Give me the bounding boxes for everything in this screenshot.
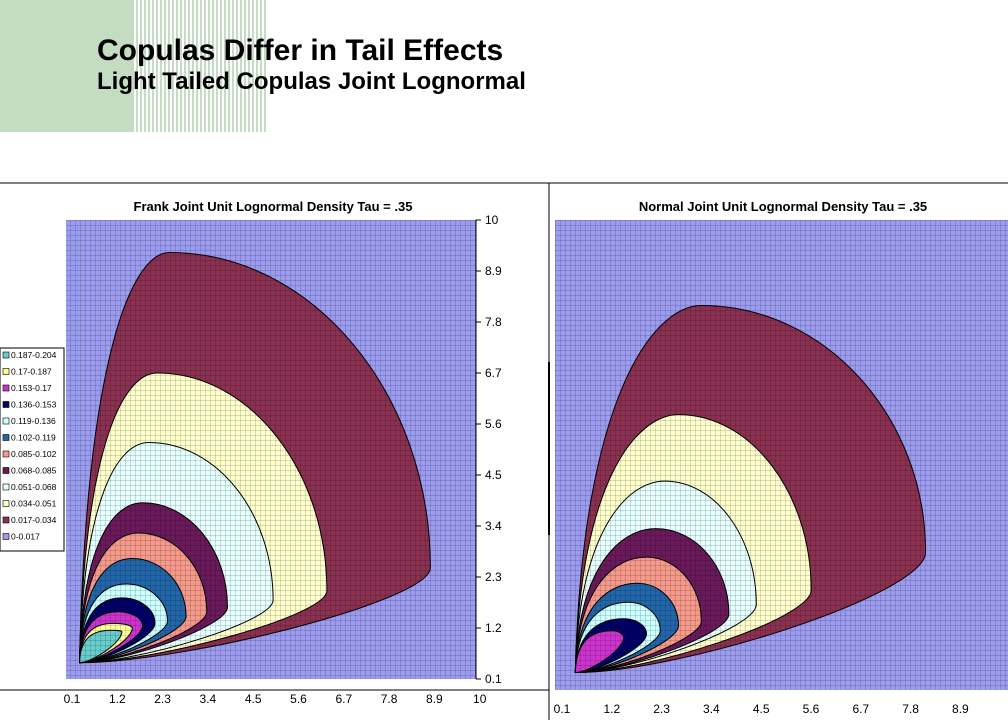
chart-a-y-tick-label: 3.4 — [485, 519, 502, 533]
chart-b-x-tick-label: 2.3 — [653, 702, 670, 716]
legend-label: 0.102-0.119 — [11, 433, 56, 443]
legend-label: 0.153-0.17 — [11, 383, 52, 393]
legend-swatch — [2, 401, 10, 408]
chart-a-x-tick-label: 8.9 — [426, 692, 443, 706]
legend-box — [0, 347, 65, 552]
legend-swatch — [2, 500, 10, 507]
legend-label: 0.051-0.068 — [11, 482, 57, 492]
chart-b-grid — [555, 220, 1008, 690]
chart-a-y-tick-label: 4.5 — [485, 468, 502, 482]
legend-swatch — [2, 516, 10, 524]
chart-a-y-tick-label: 5.6 — [485, 417, 502, 431]
legend-label: 0.187-0.204 — [11, 350, 57, 360]
legend-swatch — [2, 483, 10, 491]
chart-b-x-tick-label: 1.2 — [603, 702, 620, 716]
chart-a-y-tick-label: 2.3 — [485, 570, 502, 584]
slide-title-block: Copulas Differ in Tail Effects Light Tai… — [97, 34, 526, 96]
legend-label: 0.119-0.136 — [11, 416, 56, 426]
chart-a-x-tick-label: 1.2 — [109, 692, 126, 706]
legend-label: 0.085-0.102 — [11, 449, 57, 459]
legend-swatch — [2, 368, 10, 375]
legend-label: 0-0.017 — [11, 532, 40, 542]
chart-b-x-tick-label: 8.9 — [952, 702, 969, 716]
legend-swatch — [2, 384, 10, 392]
chart-a-y-tick-label: 7.8 — [485, 315, 502, 329]
chart-b-x-tick-label: 0.1 — [554, 702, 571, 716]
chart-a-x-tick-label: 2.3 — [154, 692, 171, 706]
legend-swatch — [2, 450, 10, 458]
legend-label: 0.034-0.051 — [11, 499, 57, 509]
chart-a-x-tick-label: 10 — [473, 692, 487, 706]
chart-a-x-tick-label: 6.7 — [335, 692, 352, 706]
legend-swatch — [2, 434, 10, 441]
decorative-green-block — [0, 0, 132, 132]
chart-a-y-tick-label: 0.1 — [485, 672, 502, 686]
chart-a-title: Frank Joint Unit Lognormal Density Tau =… — [134, 199, 413, 214]
chart-a-x-tick-label: 5.6 — [290, 692, 307, 706]
slide-title: Copulas Differ in Tail Effects — [97, 34, 504, 67]
chart-a-plot-area — [66, 220, 476, 679]
legend-label: 0.17-0.187 — [11, 367, 52, 377]
legend-swatch — [2, 467, 10, 474]
chart-a-y-tick-label: 10 — [485, 213, 499, 227]
chart-b-x-tick-label: 5.6 — [803, 702, 820, 716]
chart-b-x-tick-label: 7.8 — [902, 702, 919, 716]
chart-a-grid — [66, 220, 476, 679]
chart-b-x-tick-label: 6.7 — [852, 702, 869, 716]
legend-label: 0.136-0.153 — [11, 400, 57, 410]
legend-label: 0.068-0.085 — [11, 466, 57, 476]
chart-b-plot-area — [555, 220, 1008, 690]
chart-a-y-tick-label: 8.9 — [485, 264, 502, 278]
legend-label: 0.017-0.034 — [11, 515, 57, 525]
chart-a-y-tick-label: 1.2 — [485, 621, 502, 635]
chart-b-title: Normal Joint Unit Lognormal Density Tau … — [639, 199, 927, 214]
chart-a-legend: 0.187-0.204 0.17-0.187 0.153-0.17 0.136-0.1… — [0, 347, 65, 552]
slide-subtitle: Light Tailed Copulas Joint Lognormal — [97, 68, 526, 95]
chart-a-x-tick-label: 0.1 — [64, 692, 81, 706]
chart-a-x-tick-label: 7.8 — [381, 692, 398, 706]
chart-b-x-tick-label: 4.5 — [753, 702, 770, 716]
legend-swatch — [2, 533, 10, 540]
chart-a-y-tick-label: 6.7 — [485, 366, 502, 380]
legend-swatch — [2, 417, 10, 425]
chart-a-x-tick-label: 3.4 — [200, 692, 217, 706]
legend-swatch — [2, 351, 10, 359]
decorative-green-stripes — [132, 0, 266, 132]
chart-b-x-tick-label: 3.4 — [703, 702, 720, 716]
chart-a-x-tick-label: 4.5 — [245, 692, 262, 706]
